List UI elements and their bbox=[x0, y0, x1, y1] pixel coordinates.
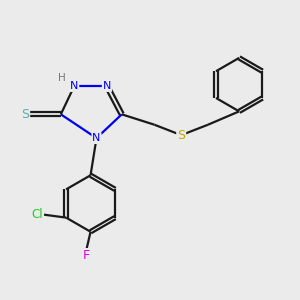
Text: F: F bbox=[82, 249, 90, 262]
Text: N: N bbox=[70, 81, 78, 91]
Text: N: N bbox=[92, 133, 101, 143]
Text: Cl: Cl bbox=[32, 208, 43, 221]
Text: S: S bbox=[177, 129, 185, 142]
Text: S: S bbox=[21, 108, 29, 121]
Text: H: H bbox=[58, 73, 66, 83]
Text: N: N bbox=[103, 81, 111, 91]
